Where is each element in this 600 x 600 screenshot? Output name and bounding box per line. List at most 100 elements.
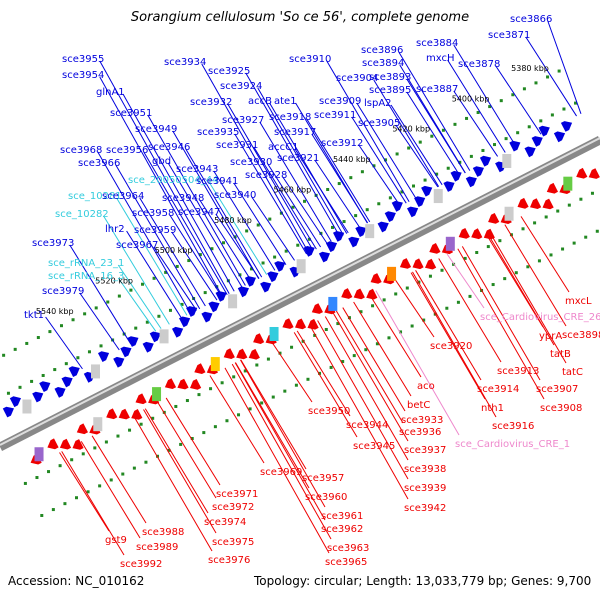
gene-label: sce3964 <box>102 191 144 202</box>
gene-label: tatB <box>550 349 571 360</box>
kbp-marker: 5520 kbp <box>95 277 133 286</box>
reverse-gene <box>47 438 59 450</box>
reverse-gene <box>576 167 588 179</box>
domain-feature <box>269 326 279 341</box>
forward-gene <box>127 336 139 347</box>
gene-label: sce3958 <box>132 208 174 219</box>
leader-line <box>547 20 582 114</box>
forward-gene <box>479 155 492 167</box>
domain-feature <box>159 329 169 344</box>
leader-line <box>390 104 443 186</box>
scale-tick <box>395 152 399 156</box>
scale-tick <box>238 273 242 277</box>
gene-label: sce3963 <box>327 543 369 554</box>
scale-tick <box>561 247 565 251</box>
reverse-gene <box>72 439 84 450</box>
gene-label: sce3949 <box>135 124 177 135</box>
scale-tick <box>342 220 346 224</box>
reverse-gene <box>223 348 235 359</box>
scale-tick <box>330 225 334 229</box>
leader-line <box>240 359 307 470</box>
scale-tick <box>544 215 548 219</box>
scale-tick <box>349 176 353 180</box>
gene-label: sce3916 <box>492 421 534 432</box>
scale-tick <box>233 235 237 239</box>
leader-line <box>457 248 545 400</box>
scale-tick <box>203 291 207 295</box>
scale-tick <box>220 381 224 385</box>
leader-line <box>147 114 246 286</box>
scale-tick <box>174 404 178 408</box>
scale-tick <box>197 393 201 397</box>
scale-tick <box>41 373 45 377</box>
scale-tick <box>23 481 27 485</box>
leader-line <box>132 414 213 552</box>
reverse-gene <box>483 228 495 240</box>
reverse-gene <box>131 409 143 420</box>
scale-tick <box>279 211 283 215</box>
gene-label: sce3934 <box>164 57 206 68</box>
gene-label: sce3932 <box>190 97 232 108</box>
scale-tick <box>463 256 467 260</box>
scale-tick <box>556 209 560 213</box>
scale-tick <box>145 320 149 324</box>
scale-tick <box>537 259 541 263</box>
forward-gene <box>414 196 426 207</box>
scale-tick <box>499 99 503 103</box>
reverse-gene <box>370 273 382 284</box>
forward-gene <box>61 376 73 388</box>
gene-label: sce3896 <box>361 45 403 56</box>
scale-tick <box>412 184 416 188</box>
scale-tick <box>48 330 52 334</box>
scale-tick <box>134 326 138 330</box>
forward-gene <box>267 271 279 283</box>
gene-label: sce3950 <box>308 406 350 417</box>
scale-tick <box>47 470 51 474</box>
scale-tick <box>371 304 375 308</box>
leader-line <box>143 409 217 534</box>
scale-tick <box>387 336 391 340</box>
scale-tick <box>271 395 275 399</box>
leader-line <box>80 441 141 539</box>
leader-line <box>395 280 435 338</box>
scale-tick <box>117 294 121 298</box>
gene-label: betC <box>407 400 430 411</box>
scale-tick <box>86 490 90 494</box>
reverse-gene <box>253 333 265 344</box>
scale-tick <box>337 182 341 186</box>
leader-line <box>395 124 439 188</box>
forward-gene <box>201 311 213 323</box>
scale-tick <box>260 401 264 405</box>
reverse-gene <box>106 408 118 420</box>
gene-layer <box>2 121 600 465</box>
backbone-highlight <box>0 137 600 446</box>
leader-line <box>234 133 308 255</box>
gene-label: gbd <box>152 156 171 167</box>
forward-gene <box>524 146 536 158</box>
leader-line <box>61 451 125 556</box>
gene-label: sce3947 <box>178 207 220 218</box>
gene-label: accC1 <box>268 142 298 153</box>
gene-label: nth1 <box>481 403 504 414</box>
scale-tick <box>18 385 22 389</box>
kbp-marker: 5480 kbp <box>214 216 252 225</box>
leader-line <box>309 324 409 500</box>
leader-line <box>117 277 157 332</box>
forward-gene <box>68 366 80 377</box>
scale-tick <box>70 458 74 462</box>
scale-tick <box>59 324 63 328</box>
leader-line <box>201 63 310 254</box>
reverse-gene <box>458 228 470 239</box>
scale-tick <box>375 342 379 346</box>
scale-tick <box>198 253 202 257</box>
leader-line <box>317 320 409 480</box>
label-layer: 5380 kbp 5400 kbp 5420 kbp 5440 kbp 5460 kbp… <box>24 14 600 570</box>
scale-tick <box>567 203 571 207</box>
leader-line <box>487 233 555 346</box>
scale-tick <box>64 362 68 366</box>
scale-tick <box>232 375 236 379</box>
gene-label: sce3927 <box>222 115 264 126</box>
forward-gene <box>377 221 389 233</box>
scale-tick <box>428 274 432 278</box>
